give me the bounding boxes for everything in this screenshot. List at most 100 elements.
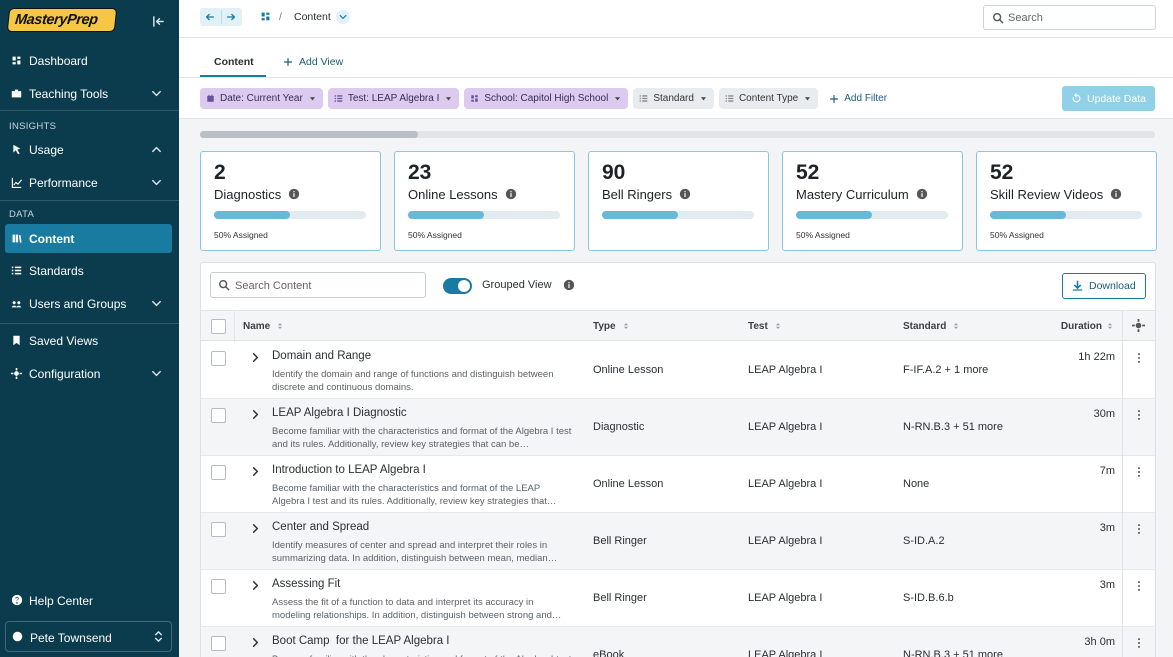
chip-icon-shape (471, 95, 479, 102)
filter-chip[interactable]: Test: LEAP Algebra I (327, 88, 460, 109)
content-search[interactable]: Search Content (210, 272, 426, 298)
column-header[interactable]: Type (593, 321, 616, 332)
row-name[interactable]: Center and Spread (272, 521, 370, 533)
add-filter-icon-wrap (829, 94, 839, 104)
nav-item[interactable]: Dashboard (5, 46, 172, 75)
column-header[interactable]: Name (243, 321, 271, 332)
row-name[interactable]: LEAP Algebra I Diagnostic (272, 407, 407, 419)
row-checkbox[interactable] (211, 465, 226, 480)
filter-chip[interactable]: School: Capitol High School (464, 88, 629, 109)
nav-icon-shape (11, 301, 22, 308)
nav-icon (12, 56, 21, 65)
nav-icon (11, 266, 22, 275)
user-menu[interactable]: Pete Townsend (5, 621, 172, 652)
help-icon (11, 594, 23, 606)
filter-chip[interactable]: Content Type (718, 88, 819, 109)
info-glyph-shape (568, 282, 570, 288)
row-name[interactable]: Domain and Range (272, 350, 372, 362)
chip-icon-shape (207, 94, 214, 102)
nav-item[interactable]: Users and Groups (5, 289, 172, 318)
tab-add-view[interactable]: Add View (299, 56, 344, 68)
nav-item[interactable]: Performance (5, 168, 172, 197)
filter-chip[interactable]: Standard (633, 88, 714, 109)
add-filter-label: Add Filter (844, 93, 888, 104)
nav-icon-shape (13, 144, 21, 155)
toggle-knob (458, 280, 470, 292)
row-menu-shape (1138, 638, 1140, 648)
download-button[interactable]: Download (1062, 273, 1146, 299)
nav-item[interactable]: Standards (5, 256, 172, 285)
nav-item[interactable]: Content (5, 224, 172, 253)
row-menu-shape (1138, 353, 1140, 363)
breadcrumb-current: Content (294, 11, 331, 23)
row-name[interactable]: Introduction to LEAP Algebra I (272, 464, 426, 476)
sticky-divider (1122, 627, 1123, 657)
nav-chevron-shape (152, 90, 161, 97)
breadcrumb-chevron (339, 15, 347, 20)
row-checkbox[interactable] (211, 636, 226, 651)
nav-item[interactable]: Usage (5, 135, 172, 164)
row-expand-shape (252, 410, 259, 419)
row-expand (252, 410, 259, 419)
row-duration: 7m (1099, 465, 1115, 477)
row-expand-shape (252, 638, 259, 647)
help-icon-shape (11, 594, 23, 606)
help-center[interactable]: Help Center (5, 586, 172, 614)
summary-card: 2 Diagnostics 50% Assigned (200, 151, 381, 251)
row-checkbox[interactable] (211, 408, 226, 423)
row-standard: None (903, 478, 930, 490)
nav-icon (13, 335, 20, 346)
row-name[interactable]: Boot Camp for the LEAP Algebra I (272, 635, 450, 647)
update-data-button[interactable]: Update Data (1062, 86, 1155, 111)
global-search[interactable]: Search (983, 5, 1156, 30)
row-menu (1138, 524, 1140, 534)
sticky-divider (1122, 570, 1123, 627)
chip-icon-shape (639, 95, 648, 102)
row-expand (252, 581, 259, 590)
chip-caret-wrap (803, 94, 812, 103)
row-expand (252, 524, 259, 533)
nav-chevron-shape (152, 370, 161, 377)
content-search-placeholder: Search Content (235, 280, 312, 292)
back-button-shape (205, 13, 215, 21)
progress-track (990, 211, 1142, 219)
collapse-sidebar-shape (153, 16, 164, 27)
search-icon-shape (219, 280, 230, 291)
card-info (679, 188, 691, 200)
nav-item[interactable]: Configuration (5, 359, 172, 388)
info-glyph (568, 282, 570, 288)
row-type: Online Lesson (593, 364, 664, 376)
column-header[interactable]: Duration (1060, 321, 1102, 332)
add-filter[interactable]: Add Filter (823, 88, 893, 109)
tab-underline (200, 75, 266, 77)
filters-border (179, 118, 1173, 119)
chip-caret-wrap (699, 94, 708, 103)
nav-item[interactable]: Teaching Tools (5, 79, 172, 108)
nav-chevron (152, 179, 161, 186)
breadcrumb-icon-shape (261, 12, 270, 21)
header-checkbox[interactable] (211, 319, 226, 334)
grouped-toggle[interactable] (443, 278, 472, 294)
row-name[interactable]: Assessing Fit (272, 578, 341, 590)
filter-chip[interactable]: Date: Current Year (200, 88, 323, 109)
row-duration: 30m (1093, 408, 1115, 420)
row-checkbox[interactable] (211, 579, 226, 594)
column-header[interactable]: Standard (903, 321, 947, 332)
forward-button-shape (226, 13, 236, 21)
tab-active[interactable]: Content (214, 56, 254, 68)
column-header[interactable]: Test (748, 321, 768, 332)
row-test: LEAP Algebra I (748, 535, 823, 547)
chip-caret-wrap (308, 94, 317, 103)
chip-caret-shape (805, 97, 811, 101)
table-row: Boot Camp for the LEAP Algebra I Become f… (201, 627, 1155, 657)
chip-label: Test: LEAP Algebra I (347, 93, 440, 104)
row-checkbox[interactable] (211, 351, 226, 366)
row-checkbox[interactable] (211, 522, 226, 537)
nav-item[interactable]: Saved Views (5, 326, 172, 355)
nav-icon (13, 144, 21, 155)
chip-icon-shape (725, 95, 734, 102)
progress-track (408, 211, 560, 219)
breadcrumb-menu[interactable] (336, 10, 350, 24)
user-menu-toggle-shape (154, 631, 163, 642)
